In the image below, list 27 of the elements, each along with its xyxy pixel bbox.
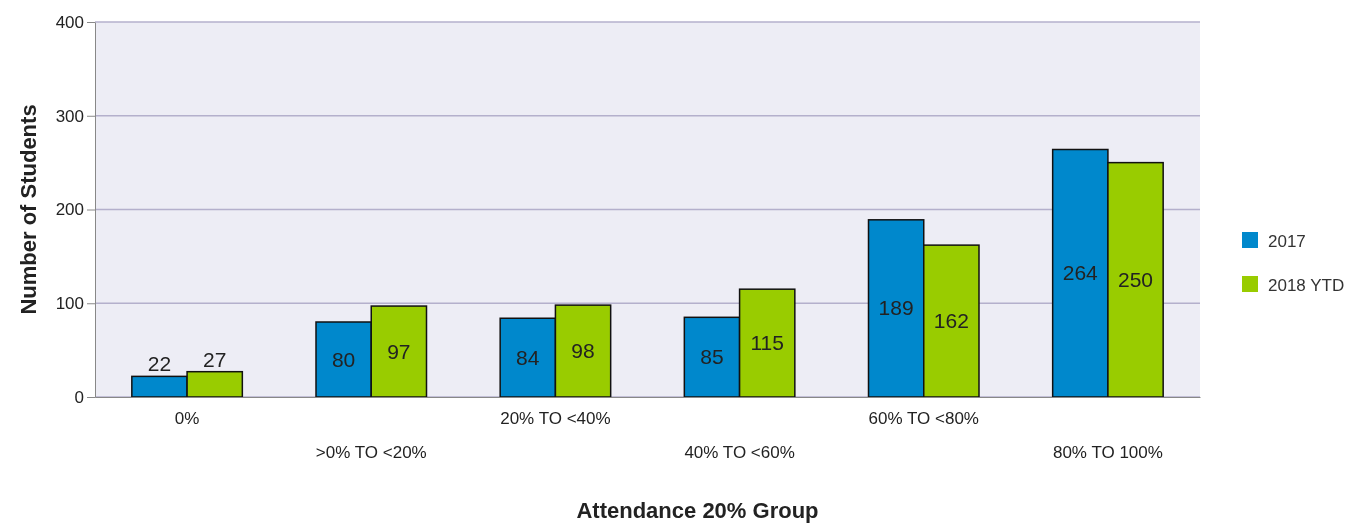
- y-tick-label: 0: [74, 387, 84, 407]
- x-tick-label: 60% TO <80%: [868, 409, 979, 429]
- data-label: 80: [331, 347, 356, 371]
- data-label: 162: [933, 309, 969, 333]
- data-label: 189: [878, 296, 914, 320]
- y-tick-label: 300: [55, 106, 84, 126]
- data-label: 22: [147, 352, 172, 376]
- data-label: 115: [750, 331, 784, 355]
- x-tick-label: 20% TO <40%: [500, 409, 611, 429]
- x-tick-label: 40% TO <60%: [684, 443, 795, 463]
- data-label: 27: [203, 347, 227, 371]
- x-tick-label: >0% TO <20%: [315, 443, 427, 463]
- data-label: 85: [700, 345, 724, 369]
- data-label: 97: [387, 339, 411, 363]
- x-axis-title: Attendance 20% Group: [576, 498, 819, 523]
- x-tick-label: 80% TO 100%: [1052, 443, 1163, 463]
- y-tick-label: 200: [55, 200, 84, 220]
- data-label: 84: [516, 345, 540, 369]
- data-label: 98: [571, 339, 595, 363]
- data-label: 264: [1062, 261, 1099, 285]
- data-label: 250: [1118, 267, 1154, 291]
- x-tick-label: 0%: [174, 409, 200, 429]
- y-tick-label: 400: [55, 12, 84, 32]
- y-tick-label: 100: [55, 294, 84, 314]
- legend-label: 2017: [1268, 232, 1306, 251]
- y-axis-title: Number of Students: [16, 104, 41, 315]
- legend-label: 2018 YTD: [1268, 276, 1345, 295]
